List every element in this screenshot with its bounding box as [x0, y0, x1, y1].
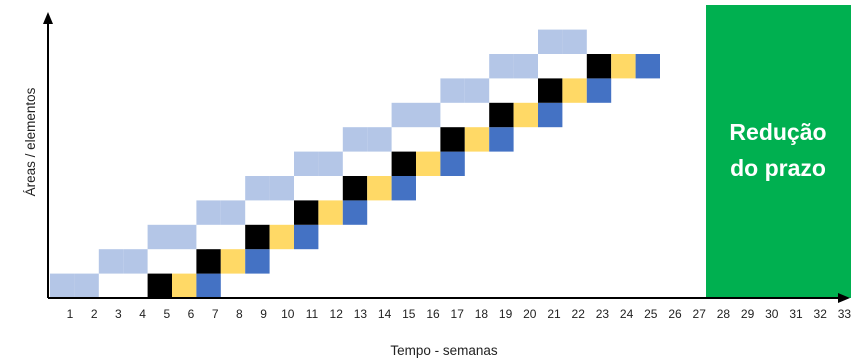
- task-cell-phase-1: [147, 224, 172, 250]
- task-cell-phase-3: [220, 249, 246, 274]
- task-cell-phase-3: [611, 54, 636, 79]
- x-axis-title: Tempo - semanas: [390, 343, 498, 358]
- task-cell-phase-3: [562, 78, 587, 103]
- y-axis: [43, 12, 53, 298]
- x-tick-label: 7: [212, 307, 219, 321]
- x-axis-arrow-icon: [838, 293, 850, 303]
- x-tick-label: 32: [814, 307, 828, 321]
- x-tick-label: 31: [789, 307, 803, 321]
- deadline-reduction-line2: do prazo: [730, 155, 826, 181]
- task-cell-phase-1: [269, 176, 294, 201]
- task-cell-phase-1: [74, 273, 99, 298]
- x-tick-label: 33: [838, 307, 852, 321]
- x-tick-label: 24: [620, 307, 634, 321]
- task-blocks: [50, 29, 660, 298]
- task-cell-phase-2: [245, 224, 270, 250]
- x-tick-label: 14: [378, 307, 392, 321]
- task-cell-phase-2: [538, 78, 563, 103]
- task-cell-phase-4: [342, 200, 368, 225]
- task-cell-phase-2: [294, 200, 319, 225]
- task-cell-phase-1: [98, 249, 124, 274]
- task-cell-phase-1: [245, 176, 270, 201]
- task-cell-phase-1: [123, 249, 148, 274]
- x-tick-label: 25: [644, 307, 658, 321]
- x-tick-label: 13: [354, 307, 368, 321]
- x-tick-label: 28: [717, 307, 731, 321]
- task-cell-phase-3: [172, 273, 197, 298]
- task-cell-phase-1: [513, 54, 538, 79]
- x-tick-label: 4: [139, 307, 146, 321]
- x-axis: [48, 293, 850, 303]
- x-tick-label: 5: [163, 307, 170, 321]
- x-tick-label: 22: [572, 307, 586, 321]
- x-tick-label: 27: [693, 307, 707, 321]
- task-cell-phase-1: [196, 200, 221, 225]
- x-tick-label: 21: [547, 307, 561, 321]
- x-tick-label: 17: [451, 307, 465, 321]
- task-cell-phase-4: [635, 54, 660, 79]
- deadline-reduction-line1: Redução: [729, 119, 826, 145]
- x-tick-label: 8: [236, 307, 243, 321]
- x-tick-label: 18: [475, 307, 489, 321]
- y-axis-title: Áreas / elementos: [23, 87, 38, 196]
- task-cell-phase-1: [440, 78, 465, 103]
- x-tick-label: 30: [765, 307, 779, 321]
- task-cell-phase-4: [440, 151, 465, 176]
- x-tick-label: 12: [330, 307, 344, 321]
- y-axis-arrow-icon: [43, 12, 53, 24]
- task-cell-phase-2: [196, 249, 221, 274]
- task-cell-phase-3: [416, 151, 441, 176]
- x-tick-label: 16: [426, 307, 440, 321]
- task-cell-phase-1: [318, 151, 343, 176]
- task-cell-phase-2: [147, 273, 172, 298]
- x-tick-label: 3: [115, 307, 122, 321]
- task-cell-phase-1: [416, 102, 441, 128]
- task-cell-phase-3: [318, 200, 343, 225]
- task-cell-phase-1: [489, 54, 514, 79]
- task-cell-phase-4: [391, 176, 416, 201]
- task-cell-phase-1: [294, 151, 319, 176]
- task-cell-phase-2: [440, 127, 465, 152]
- task-cell-phase-1: [367, 127, 392, 152]
- x-tick-label: 15: [402, 307, 416, 321]
- task-cell-phase-1: [50, 273, 75, 298]
- task-cell-phase-4: [489, 127, 514, 152]
- task-cell-phase-4: [538, 102, 563, 128]
- task-cell-phase-1: [172, 224, 197, 250]
- task-cell-phase-1: [464, 78, 490, 103]
- task-cell-phase-2: [342, 176, 368, 201]
- x-axis-ticks: 1 2 3 4 5 6 7 8 9 10 11 12 13 14 15 16 17 18 19 20 21 22 23 24 2…: [67, 307, 852, 321]
- x-tick-label: 11: [306, 307, 319, 321]
- x-tick-label: 2: [91, 307, 98, 321]
- task-cell-phase-4: [196, 273, 221, 298]
- task-cell-phase-4: [245, 249, 270, 274]
- x-tick-label: 20: [523, 307, 537, 321]
- x-tick-label: 10: [281, 307, 295, 321]
- task-cell-phase-4: [294, 224, 319, 250]
- task-cell-phase-3: [367, 176, 392, 201]
- task-cell-phase-1: [220, 200, 246, 225]
- x-tick-label: 29: [741, 307, 755, 321]
- deadline-reduction-box: [706, 5, 851, 298]
- task-cell-phase-4: [586, 78, 612, 103]
- task-cell-phase-2: [586, 54, 612, 79]
- x-tick-label: 26: [668, 307, 682, 321]
- task-cell-phase-3: [513, 102, 538, 128]
- task-cell-phase-2: [489, 102, 514, 128]
- task-cell-phase-1: [342, 127, 368, 152]
- x-tick-label: 19: [499, 307, 513, 321]
- x-tick-label: 23: [596, 307, 610, 321]
- task-cell-phase-1: [562, 29, 587, 54]
- x-tick-label: 6: [188, 307, 195, 321]
- task-cell-phase-3: [464, 127, 490, 152]
- task-cell-phase-1: [391, 102, 416, 128]
- x-tick-label: 9: [260, 307, 267, 321]
- task-cell-phase-2: [391, 151, 416, 176]
- task-cell-phase-3: [269, 224, 294, 250]
- task-cell-phase-1: [538, 29, 563, 54]
- x-tick-label: 1: [67, 307, 74, 321]
